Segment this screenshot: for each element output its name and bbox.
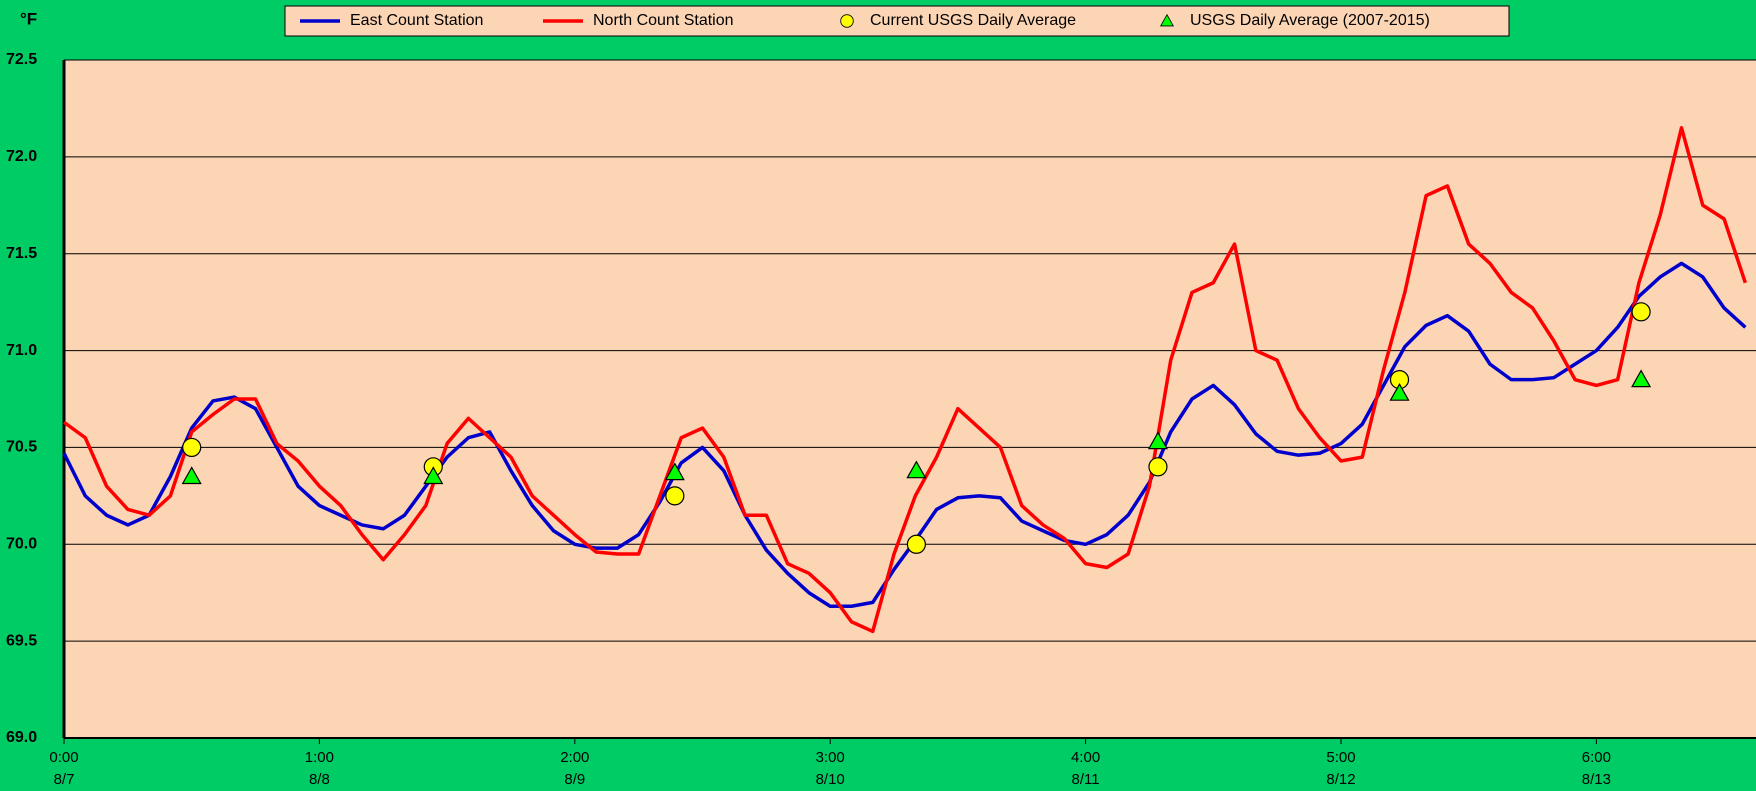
y-unit: °F xyxy=(20,9,37,28)
triangle-marker xyxy=(181,466,202,485)
legend-label: East Count Station xyxy=(350,12,483,29)
y-tick-label: 69.5 xyxy=(6,632,37,649)
x-tick-date: 8/10 xyxy=(816,771,845,788)
x-tick-date: 8/13 xyxy=(1582,771,1611,788)
x-tick-date: 8/7 xyxy=(54,771,75,788)
circle-marker xyxy=(906,534,926,554)
triangle-marker xyxy=(664,462,685,481)
triangle-marker xyxy=(906,460,927,479)
legend-label: USGS Daily Average (2007-2015) xyxy=(1190,12,1430,29)
y-tick-label: 69.0 xyxy=(6,729,37,746)
legend-label: North Count Station xyxy=(593,12,734,29)
x-tick-date: 8/9 xyxy=(564,771,585,788)
circle-marker xyxy=(665,486,685,506)
triangle-marker xyxy=(1389,382,1410,401)
legend-swatch xyxy=(1159,13,1175,27)
circle-marker xyxy=(1148,457,1168,477)
x-tick-date: 8/11 xyxy=(1072,771,1100,788)
circle-marker xyxy=(182,437,202,458)
legend xyxy=(284,5,1510,37)
x-tick-date: 8/12 xyxy=(1326,771,1355,788)
triangle-marker xyxy=(1147,431,1168,450)
plot-area xyxy=(64,60,1756,738)
y-tick-label: 70.0 xyxy=(6,536,37,553)
legend-label: Current USGS Daily Average xyxy=(870,12,1076,29)
y-tick-label: 71.5 xyxy=(6,245,37,262)
line-series xyxy=(62,261,1747,609)
y-tick-label: 72.5 xyxy=(6,51,37,68)
x-tick-label: 6:00 xyxy=(1582,749,1611,766)
legend-swatch xyxy=(840,14,854,28)
x-tick-date: 8/8 xyxy=(309,771,330,788)
triangle-marker xyxy=(1631,369,1652,388)
y-tick-label: 72.0 xyxy=(6,148,37,165)
x-tick-label: 0:00 xyxy=(49,749,78,766)
x-tick-label: 2:00 xyxy=(560,749,589,766)
y-tick-label: 70.5 xyxy=(6,439,37,456)
x-tick-label: 3:00 xyxy=(816,749,845,766)
x-tick-label: 5:00 xyxy=(1326,749,1355,766)
triangle-marker xyxy=(423,466,444,485)
x-tick-label: 1:00 xyxy=(305,749,334,766)
line-series xyxy=(62,126,1748,634)
x-tick-label: 4:00 xyxy=(1071,749,1100,766)
y-tick-label: 71.0 xyxy=(6,342,37,359)
circle-marker xyxy=(1631,302,1651,322)
